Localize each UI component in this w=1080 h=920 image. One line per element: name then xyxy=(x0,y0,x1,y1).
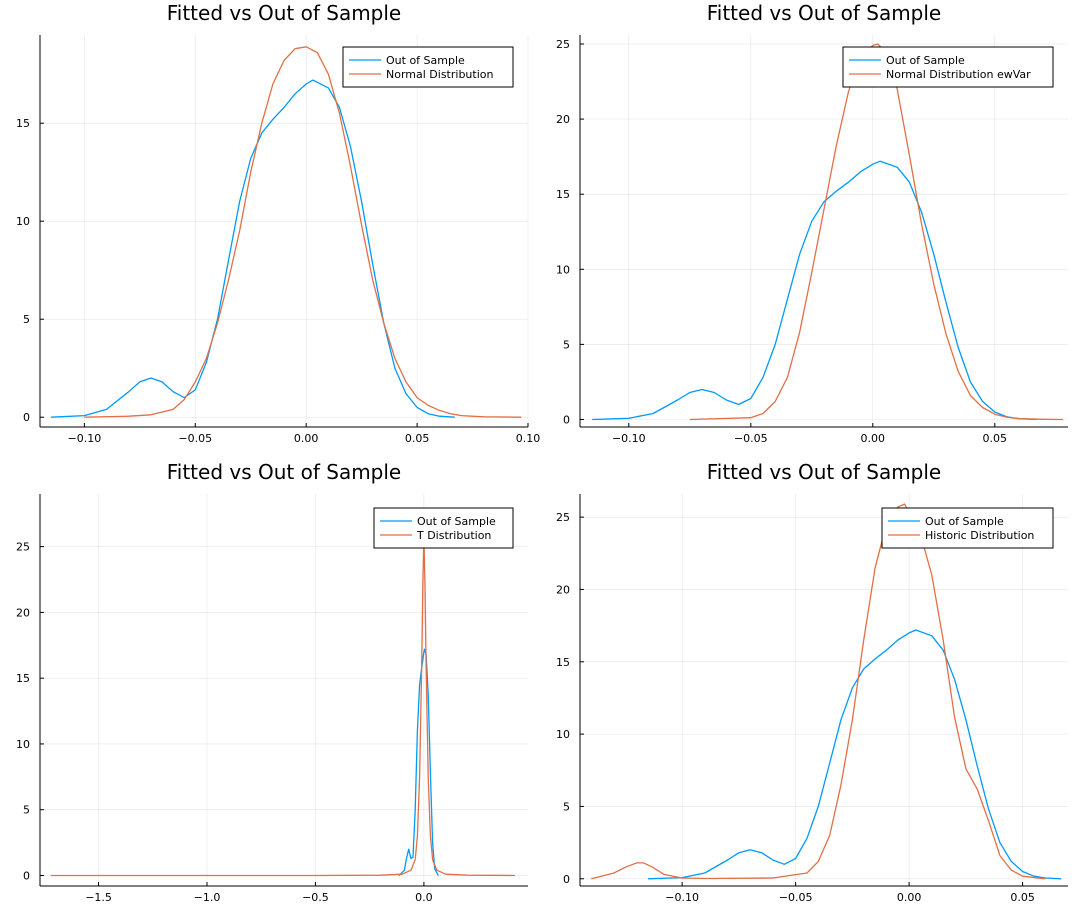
chart-panel-1: Fitted vs Out of Sample −0.10 −0.05 0.00 0.0… xyxy=(16,1,540,445)
series-line-1 xyxy=(592,160,1037,421)
y-tick-label: 10 xyxy=(556,728,570,741)
legend-box xyxy=(342,46,514,88)
legend-label: Out of Sample xyxy=(417,515,496,528)
y-tick-label: 20 xyxy=(556,113,570,126)
x-tick-label: 0.05 xyxy=(983,432,1008,445)
x-tick-label: −0.05 xyxy=(178,432,212,445)
series-line-2 xyxy=(689,43,1064,421)
chart-title: Fitted vs Out of Sample xyxy=(167,460,402,484)
chart-panel-4: Fitted vs Out of Sample −0.10 −0.05 0.00 0.0… xyxy=(556,460,1068,904)
chart-panel-3: Fitted vs Out of Sample −1.5 −1.0 −0.5 0.0 0 5… xyxy=(16,460,528,904)
y-tick-label: 25 xyxy=(556,511,570,524)
legend-label: Out of Sample xyxy=(886,54,965,67)
x-tick-label: 0.00 xyxy=(897,891,922,904)
x-tick-label: −0.10 xyxy=(68,432,102,445)
legend-box xyxy=(881,507,1054,549)
legend-label: Normal Distribution ewVar xyxy=(886,68,1031,81)
y-tick-label: 25 xyxy=(556,38,570,51)
y-tick-label: 25 xyxy=(16,541,30,554)
x-tick-label: −1.5 xyxy=(85,891,112,904)
series-line-2 xyxy=(50,535,516,877)
y-tick-label: 5 xyxy=(563,338,570,351)
y-tick-label: 20 xyxy=(556,583,570,596)
legend-label: Out of Sample xyxy=(925,515,1004,528)
series-line-2 xyxy=(84,46,522,418)
x-tick-label: 0.0 xyxy=(415,891,433,904)
series-line-1 xyxy=(398,648,439,876)
chart-panel-2: Fitted vs Out of Sample −0.10 −0.05 0.00 0.0… xyxy=(556,1,1068,445)
y-tick-label: 10 xyxy=(556,263,570,276)
x-tick-label: −1.0 xyxy=(194,891,221,904)
x-tick-label: 0.05 xyxy=(405,432,430,445)
y-tick-label: 15 xyxy=(556,656,570,669)
x-tick-label: −0.10 xyxy=(612,432,646,445)
y-tick-label: 0 xyxy=(563,873,570,886)
chart-title: Fitted vs Out of Sample xyxy=(167,1,402,25)
y-tick-label: 0 xyxy=(23,869,30,882)
y-tick-label: 0 xyxy=(563,413,570,426)
series-line-1 xyxy=(51,79,455,418)
x-tick-label: 0.00 xyxy=(294,432,319,445)
x-tick-label: 0.10 xyxy=(516,432,541,445)
y-tick-label: 15 xyxy=(16,672,30,685)
legend-box xyxy=(373,507,514,549)
y-tick-label: 5 xyxy=(23,313,30,326)
chart-title: Fitted vs Out of Sample xyxy=(707,1,942,25)
y-tick-label: 5 xyxy=(563,800,570,813)
x-tick-label: −0.10 xyxy=(665,891,699,904)
legend-label: Historic Distribution xyxy=(925,529,1034,542)
series-line-2 xyxy=(591,503,1046,880)
chart-title: Fitted vs Out of Sample xyxy=(707,460,942,484)
x-tick-label: 0.05 xyxy=(1010,891,1035,904)
y-tick-label: 5 xyxy=(23,804,30,817)
y-tick-label: 20 xyxy=(16,606,30,619)
y-tick-label: 15 xyxy=(556,188,570,201)
x-tick-label: −0.05 xyxy=(779,891,813,904)
y-tick-label: 10 xyxy=(16,738,30,751)
x-tick-label: −0.5 xyxy=(302,891,329,904)
y-tick-label: 15 xyxy=(16,117,30,130)
y-tick-label: 0 xyxy=(23,411,30,424)
legend-label: Normal Distribution xyxy=(386,68,493,81)
x-tick-label: −0.05 xyxy=(734,432,768,445)
x-tick-label: 0.00 xyxy=(861,432,886,445)
y-tick-label: 10 xyxy=(16,215,30,228)
legend-box xyxy=(842,46,1054,88)
series-line-1 xyxy=(648,629,1062,880)
legend-label: T Distribution xyxy=(416,529,491,542)
legend-label: Out of Sample xyxy=(386,54,465,67)
